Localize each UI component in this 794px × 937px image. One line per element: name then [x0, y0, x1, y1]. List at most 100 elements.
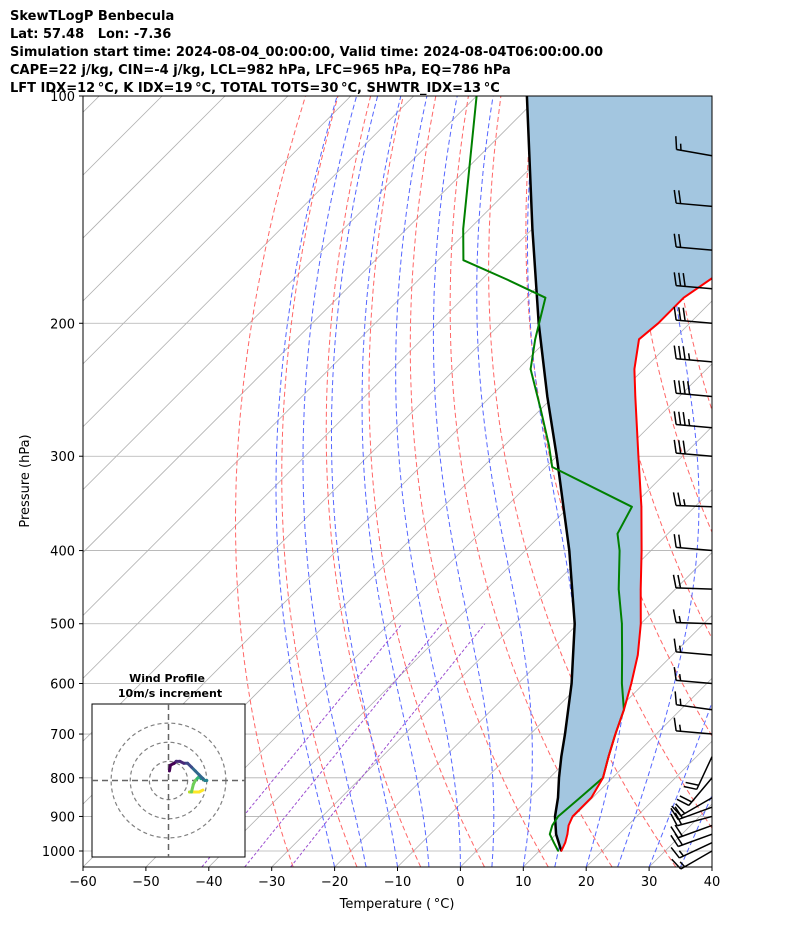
dewpoint-line-point — [617, 588, 620, 590]
parcel-line-point — [558, 777, 560, 779]
barb-half-flag — [678, 674, 682, 681]
inset-title: Wind Profile — [129, 672, 205, 685]
barb-flag — [673, 717, 677, 732]
temperature-line-point — [564, 841, 566, 844]
wind-barb — [672, 609, 713, 625]
barb-flag — [670, 807, 679, 820]
wind-barb — [672, 574, 713, 590]
temperature-line-point — [567, 824, 570, 827]
barb-staff — [676, 452, 713, 457]
barb-flag — [673, 189, 677, 204]
dewpoint-line-point — [551, 824, 554, 827]
x-tick-label: −40 — [195, 875, 222, 890]
barb-staff — [676, 423, 713, 429]
barb-staff — [688, 777, 713, 806]
isotherm-line — [83, 96, 289, 302]
dry-adiabat — [235, 96, 306, 867]
barb-flag — [672, 492, 677, 506]
barb-flag — [674, 691, 678, 705]
barb-flag — [673, 379, 677, 394]
y-tick-label: 300 — [50, 450, 75, 465]
temperature-line-point — [634, 395, 637, 398]
moist-adiabat — [711, 865, 712, 867]
barb-flag — [670, 813, 678, 827]
x-tick-label: −10 — [384, 875, 411, 890]
isotherm-line — [83, 96, 226, 239]
parcel-line-point — [555, 833, 557, 835]
isotherm-line — [83, 96, 540, 554]
barb-flag — [673, 233, 677, 248]
barb-half-flag — [687, 353, 691, 361]
barb-flag — [673, 272, 677, 286]
isotherm-line — [83, 96, 352, 365]
temperature-line-point — [657, 322, 659, 325]
wind-barb — [676, 777, 713, 807]
parcel-line-point — [531, 228, 534, 230]
barb-flag — [678, 380, 682, 394]
wind-barb — [673, 667, 713, 685]
dewpoint-line-point — [553, 841, 555, 844]
barb-staff — [680, 797, 713, 817]
barb-half-flag — [679, 861, 686, 868]
barb-flag — [682, 380, 686, 395]
x-tick-label: 10 — [515, 875, 532, 890]
dewpoint-line-point — [462, 259, 465, 262]
parcel-line-point — [570, 682, 573, 685]
barb-staff — [676, 202, 713, 208]
dewpoint-line-point — [557, 850, 559, 852]
barb-staff — [677, 806, 713, 821]
dewpoint-line-point — [506, 278, 508, 281]
isotherm-line — [397, 551, 712, 867]
barb-flag — [674, 824, 684, 837]
time-line: Simulation start time: 2024-08-04_00:00:… — [10, 45, 603, 60]
temperature-line-point — [723, 269, 725, 271]
barb-flag — [682, 412, 686, 426]
barb-flag — [675, 136, 678, 150]
barb-flag — [678, 345, 682, 360]
barb-flag — [682, 307, 686, 322]
parcel-line-point — [573, 622, 576, 625]
barb-half-flag — [683, 499, 686, 506]
wind-barb — [673, 189, 713, 208]
wind-barb — [673, 272, 713, 290]
x-tick-label: −50 — [132, 875, 159, 890]
temperature-line-point — [560, 850, 563, 852]
y-tick-label: 900 — [50, 810, 75, 825]
location-line: Lat: 57.48 Lon: -7.36 — [10, 27, 172, 42]
dewpoint-line-point — [618, 549, 621, 552]
barb-flag — [678, 411, 682, 426]
dry-adiabat — [729, 96, 794, 867]
y-axis-label: Pressure (hPa) — [18, 434, 33, 527]
temperature-line-point — [638, 338, 640, 341]
parcel-line-point — [560, 755, 563, 758]
barb-flag — [670, 826, 679, 839]
y-tick-label: 200 — [50, 317, 75, 332]
stability-line: CAPE=22 j/kg, CIN=-4 j/kg, LCL=982 hPa, … — [10, 63, 511, 78]
temperature-line-point — [637, 455, 640, 458]
isotherm-line — [271, 426, 712, 867]
temperature-line-point — [623, 709, 625, 711]
isotherm-line — [83, 96, 100, 113]
dewpoint-line-point — [616, 532, 619, 535]
dewpoint-line-point — [631, 506, 633, 508]
barb-staff — [677, 833, 713, 848]
temperature-line-point — [637, 654, 639, 656]
temperature-line-point — [590, 796, 593, 799]
isotherm-line — [83, 96, 414, 428]
barb-flag — [673, 534, 677, 548]
barb-flag — [678, 190, 682, 204]
temperature-line-point — [602, 777, 604, 779]
barb-staff — [677, 815, 713, 827]
wind-barb — [670, 824, 713, 839]
barb-flag — [686, 381, 691, 395]
barb-staff — [676, 392, 713, 398]
barb-flag — [683, 785, 697, 791]
y-tick-label: 400 — [50, 545, 75, 560]
x-tick-label: 40 — [704, 875, 721, 890]
temperature-line-point — [630, 682, 633, 685]
parcel-line-point — [568, 549, 571, 552]
dry-adiabat — [762, 96, 794, 867]
barb-flag — [678, 234, 682, 248]
barb-staff — [676, 546, 713, 552]
y-tick-label: 500 — [50, 618, 75, 633]
